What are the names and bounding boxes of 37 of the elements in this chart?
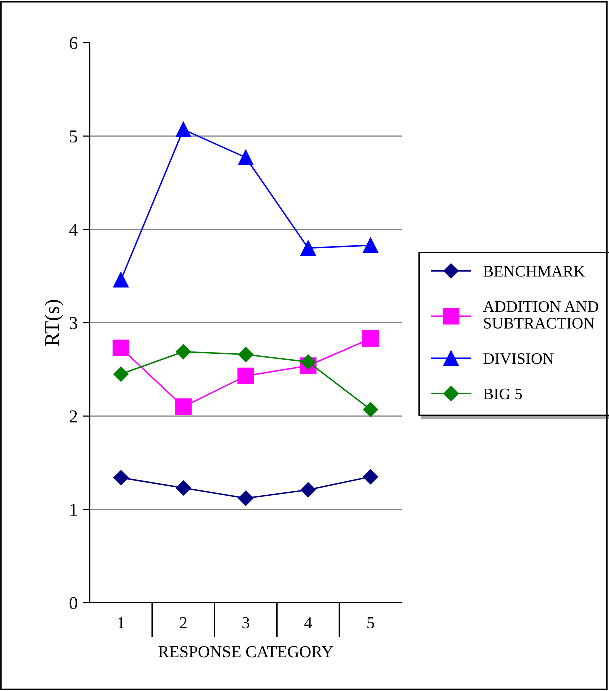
point (114, 470, 129, 486)
point (175, 398, 192, 416)
x-tick-label: 5 (368, 618, 374, 629)
point (238, 347, 254, 362)
point (238, 150, 254, 166)
y-axis-title: RT(s) (44, 300, 64, 346)
y-tick-label: 6 (70, 37, 78, 50)
x-tick-label: 3 (242, 617, 250, 629)
point (176, 344, 192, 360)
point (362, 330, 380, 348)
x-tick-label: 1 (118, 617, 124, 628)
x-axis-title: RESPONSE CATEGORY (158, 646, 334, 658)
point (112, 340, 130, 357)
legend-label: BIG 5 (484, 388, 522, 400)
point (363, 402, 378, 418)
point (114, 272, 129, 288)
y-tick-label: 2 (70, 410, 78, 423)
legend-label: DIVISION (484, 353, 554, 364)
point (363, 469, 378, 485)
y-tick-label: 0 (70, 597, 78, 610)
point (238, 368, 254, 385)
point (363, 238, 378, 254)
x-tick-label: 4 (304, 617, 312, 628)
point (300, 482, 316, 498)
legend-label: ADDITION AND SUBTRACTION (483, 301, 598, 329)
legend-label: BENCHMARK (484, 266, 586, 277)
point (114, 366, 129, 382)
y-tick-label: 4 (70, 224, 78, 236)
point (176, 480, 192, 496)
point (238, 490, 254, 506)
point (300, 240, 316, 256)
y-tick-label: 5 (70, 130, 78, 143)
y-tick-label: 1 (70, 504, 78, 516)
y-tick-label: 3 (70, 317, 78, 330)
point (176, 122, 192, 138)
x-tick-label: 2 (180, 617, 187, 628)
point (300, 354, 316, 370)
